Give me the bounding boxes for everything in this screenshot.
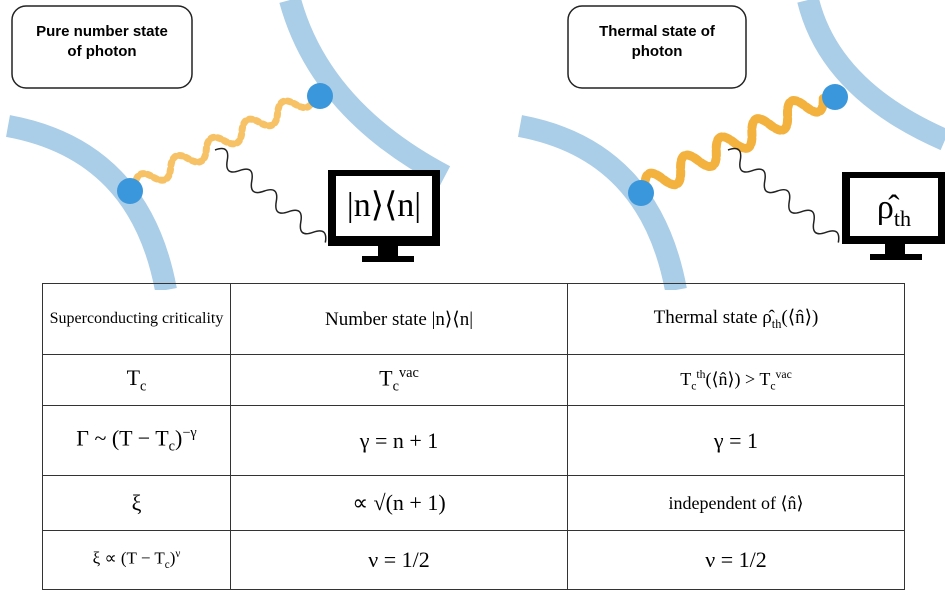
text: ν = 1/2 — [368, 547, 429, 572]
monitor-label: ρ̂th — [850, 180, 938, 247]
text: ν — [175, 548, 180, 560]
table-cell: γ = n + 1 — [231, 406, 568, 476]
table-cell: Thermal state ρ̂th(⟨n̂⟩) — [568, 284, 905, 355]
table-cell: Tcth(⟨n̂⟩) > Tcvac — [568, 355, 905, 406]
text: vac — [776, 368, 792, 381]
photon — [640, 87, 828, 197]
text: T — [127, 365, 140, 390]
table-cell: Superconducting criticality — [43, 284, 231, 355]
table-cell: Γ ~ (T − Tc)−γ — [43, 406, 231, 476]
text: γ = 1 — [714, 428, 758, 453]
table-cell: independent of ⟨n̂⟩ — [568, 476, 905, 531]
figure: Pure number state of photon Thermal stat… — [0, 0, 945, 593]
table-cell: ν = 1/2 — [568, 531, 905, 590]
text: (⟨n̂⟩) — [781, 307, 818, 328]
text: |n⟩⟨n| — [347, 187, 421, 224]
text: (⟨n̂⟩) > T — [706, 369, 771, 389]
text: ρ̂ — [877, 189, 894, 226]
text: c — [691, 379, 696, 392]
table-cell: Tcvac — [231, 355, 568, 406]
wire — [724, 145, 843, 248]
text: vac — [399, 365, 419, 381]
table-cell: Tc — [43, 355, 231, 406]
text: c — [770, 379, 775, 392]
panel-label: Pure number state of photon — [27, 22, 177, 62]
table-row: ξ ∝ √(n + 1) independent of ⟨n̂⟩ — [43, 476, 905, 531]
text: th — [696, 368, 705, 381]
text: th — [772, 317, 782, 331]
text: ξ ∝ (T − T — [93, 549, 165, 568]
photon — [131, 88, 316, 193]
text: c — [140, 378, 146, 394]
text: Superconducting criticality — [50, 310, 224, 327]
text: −γ — [182, 425, 196, 441]
text: th — [894, 206, 911, 231]
panel-label: Thermal state of photon — [582, 22, 732, 62]
text: T — [379, 365, 392, 390]
table-cell: ξ ∝ (T − Tc)ν — [43, 531, 231, 590]
table-cell: Number state |n⟩⟨n| — [231, 284, 568, 355]
table-cell: γ = 1 — [568, 406, 905, 476]
table-row: Γ ~ (T − Tc)−γ γ = n + 1 γ = 1 — [43, 406, 905, 476]
text: independent of ⟨n̂⟩ — [668, 493, 803, 513]
text: ν = 1/2 — [705, 547, 766, 572]
text: Thermal state ρ̂ — [654, 307, 772, 328]
text: T — [680, 369, 691, 389]
text: ∝ √(n + 1) — [352, 490, 445, 515]
comparison-table: Superconducting criticality Number state … — [42, 283, 905, 590]
table-cell: ξ — [43, 476, 231, 531]
table-row: Superconducting criticality Number state … — [43, 284, 905, 355]
text: Number state |n⟩⟨n| — [325, 309, 473, 330]
table-row: ξ ∝ (T − Tc)ν ν = 1/2 ν = 1/2 — [43, 531, 905, 590]
text: Γ ~ (T − T — [76, 425, 168, 450]
text: ξ — [132, 490, 142, 515]
text: γ = n + 1 — [360, 428, 439, 453]
wire — [211, 145, 330, 248]
monitor-label: |n⟩⟨n| — [336, 178, 432, 234]
table-cell: ν = 1/2 — [231, 531, 568, 590]
table-cell: ∝ √(n + 1) — [231, 476, 568, 531]
